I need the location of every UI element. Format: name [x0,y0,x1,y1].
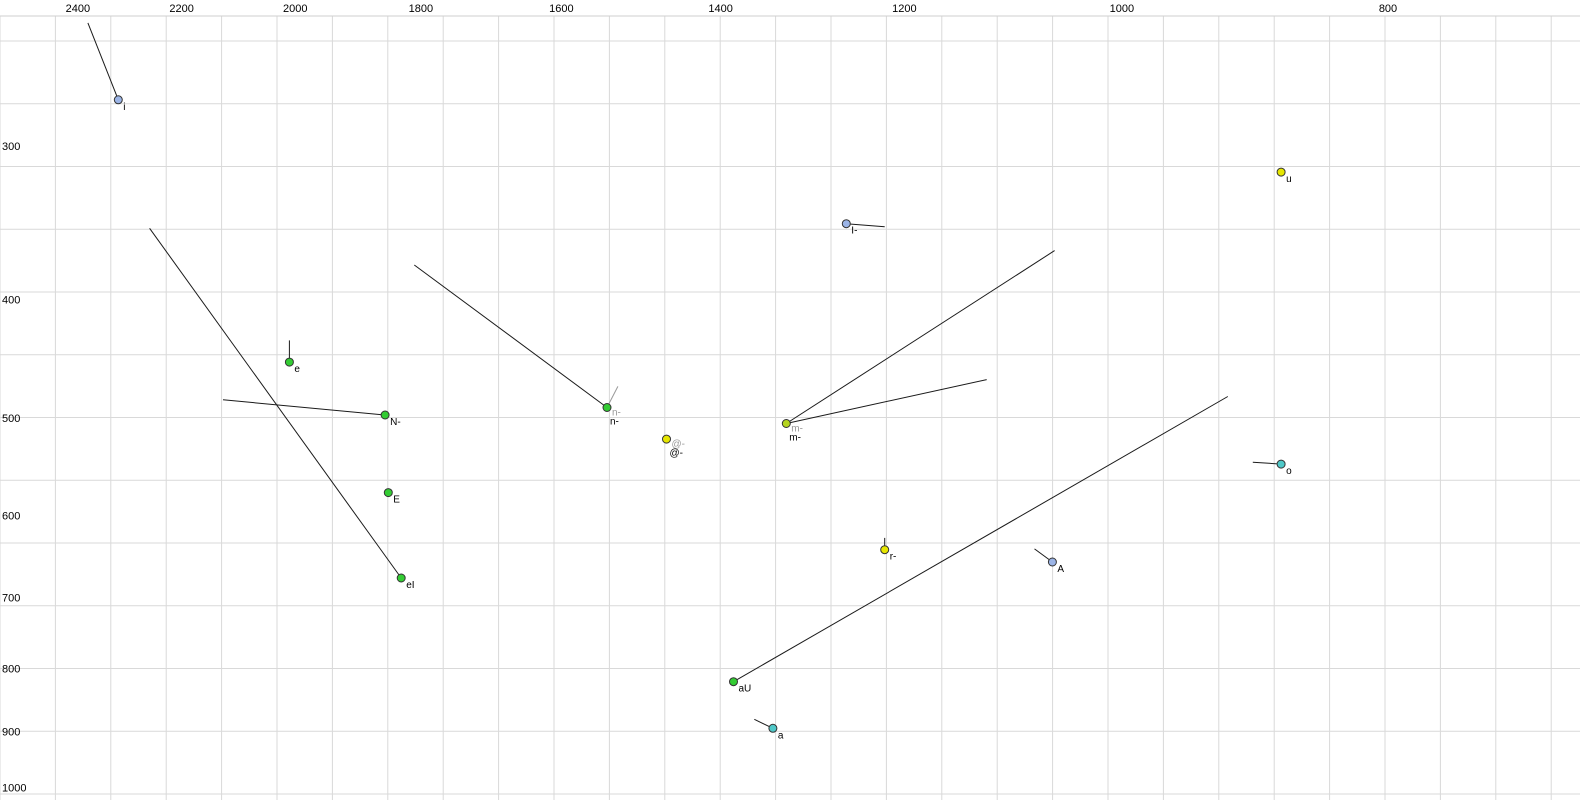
vowel-point-label: aU [739,684,752,695]
formant-trajectory-line [733,396,1229,683]
y-axis-tick-label: 900 [2,726,20,738]
x-axis-tick-label: 2200 [169,3,193,15]
x-axis-tick-label: 800 [1379,3,1397,15]
vowel-data-point [602,403,612,412]
vowel-data-point [284,357,294,367]
vowel-point-label: u [1286,174,1292,185]
vowel-data-point [662,434,671,444]
y-axis-tick-label: 1000 [2,782,26,794]
vowel-point-label: e [294,364,300,375]
formant-trajectory-line [786,250,1055,424]
y-axis-tick-label: 600 [2,510,20,522]
vowel-data-point [729,677,738,687]
vowel-data-point [396,573,406,583]
y-axis-tick-label: 400 [2,294,20,306]
x-axis-tick-label: 1000 [1110,3,1134,15]
vowel-point-label: eI [406,580,414,591]
formant-trajectory-line [149,228,402,579]
vowel-data-point [1276,167,1286,177]
vowel-point-secondary-label: n- [612,408,621,419]
x-axis-tick-label: 1200 [892,3,916,15]
formant-trajectory-line [87,22,119,100]
vowel-point-secondary-label: @- [672,439,685,450]
vowel-point-label: E [393,495,400,506]
y-axis-tick-label: 800 [2,664,20,676]
formant-trajectory-line [414,264,608,408]
vowel-point-label: A [1057,564,1064,575]
vowel-data-point [1047,557,1057,567]
vowel-data-point [781,419,791,428]
x-axis-tick-label: 1400 [708,3,732,15]
formant-trajectory-line [846,223,885,228]
vowel-point-label: a [778,730,784,741]
vowel-data-point [841,219,851,229]
vowel-point-label: @- [670,448,683,459]
vowel-point-label: I- [851,226,857,237]
vowel-data-point [768,723,778,733]
vowel-data-point [113,95,123,105]
formant-trajectory-line [1252,461,1282,465]
vowel-data-point [1276,459,1286,469]
y-axis-tick-label: 700 [2,592,20,604]
formant-trajectory-line [222,399,386,416]
x-axis-tick-label: 1800 [409,3,433,15]
y-axis-tick-label: 500 [2,413,20,425]
vowel-point-label: m- [789,433,801,444]
x-axis-tick-label: 1600 [549,3,573,15]
y-axis-tick-label: 300 [2,141,20,153]
vowel-point-label: i [123,102,125,113]
vowel-data-point [383,488,393,498]
vowel-point-label: N- [390,417,401,428]
vowel-point-label: o [1286,466,1292,477]
vowel-point-label: n- [610,417,619,428]
x-axis-tick-label: 2400 [66,3,90,15]
x-axis-tick-label: 2000 [283,3,307,15]
formant-trajectory-line [786,379,987,424]
vowel-point-secondary-label: m- [791,424,803,435]
vowel-point-label: r- [890,552,897,563]
vowel-data-point [380,410,390,420]
vowel-data-point [880,545,890,555]
